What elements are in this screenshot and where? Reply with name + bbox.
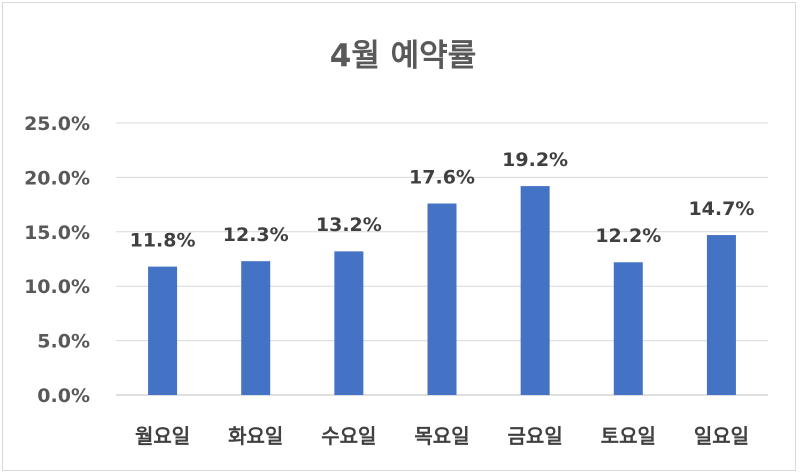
bar bbox=[241, 261, 271, 395]
x-axis: 월요일 화요일 수요일 목요일 금요일 토요일 일요일 bbox=[135, 424, 749, 448]
y-tick-label: 20.0% bbox=[24, 167, 90, 189]
bar bbox=[706, 235, 736, 395]
x-tick-label: 토요일 bbox=[601, 424, 656, 448]
x-tick-label: 금요일 bbox=[508, 424, 563, 448]
x-tick-label: 화요일 bbox=[228, 424, 283, 448]
y-tick-label: 5.0% bbox=[37, 331, 90, 353]
data-labels: 11.8% 12.3% 13.2% 17.6% 19.2% 12.2% 14.7% bbox=[130, 149, 755, 252]
y-tick-label: 0.0% bbox=[37, 385, 90, 407]
x-tick-label: 일요일 bbox=[694, 424, 749, 448]
data-label: 14.7% bbox=[688, 198, 754, 220]
data-label: 17.6% bbox=[409, 166, 475, 188]
x-tick-label: 월요일 bbox=[135, 424, 190, 448]
bars bbox=[148, 186, 736, 395]
bar bbox=[520, 186, 550, 395]
bar bbox=[613, 262, 643, 395]
y-tick-label: 10.0% bbox=[24, 276, 90, 298]
bar bbox=[334, 251, 364, 395]
y-tick-label: 25.0% bbox=[24, 113, 90, 135]
gridlines bbox=[116, 122, 768, 396]
data-label: 12.3% bbox=[223, 224, 289, 246]
data-label: 19.2% bbox=[502, 149, 568, 171]
x-tick-label: 수요일 bbox=[321, 424, 376, 448]
data-label: 11.8% bbox=[130, 229, 196, 251]
data-label: 12.2% bbox=[595, 225, 661, 247]
chart-frame bbox=[2, 2, 796, 471]
data-label: 13.2% bbox=[316, 214, 382, 236]
y-tick-label: 15.0% bbox=[24, 222, 90, 244]
bar bbox=[148, 266, 178, 395]
bar bbox=[427, 203, 457, 395]
x-tick-label: 목요일 bbox=[414, 424, 469, 448]
chart-title: 4월 예약률 bbox=[330, 38, 476, 74]
y-axis: 0.0% 5.0% 10.0% 15.0% 20.0% 25.0% bbox=[24, 113, 90, 407]
